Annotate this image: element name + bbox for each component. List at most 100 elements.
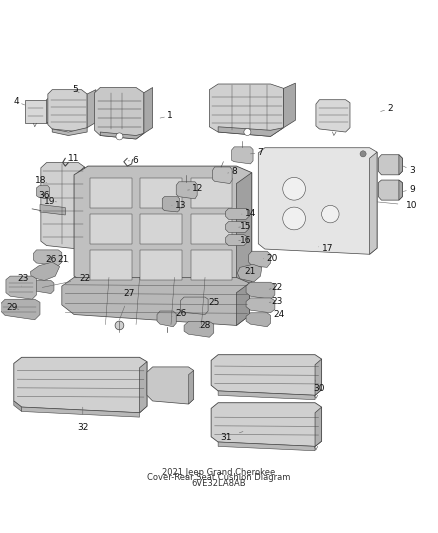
Polygon shape bbox=[141, 250, 182, 280]
Polygon shape bbox=[246, 313, 271, 327]
Text: Cover-Rear Seat Cushion Diagram: Cover-Rear Seat Cushion Diagram bbox=[147, 473, 291, 482]
Text: 30: 30 bbox=[313, 380, 324, 393]
Polygon shape bbox=[87, 90, 96, 128]
Polygon shape bbox=[316, 100, 350, 132]
Circle shape bbox=[115, 321, 124, 330]
Polygon shape bbox=[218, 442, 315, 451]
Polygon shape bbox=[226, 208, 250, 220]
Text: 12: 12 bbox=[187, 184, 204, 193]
Text: 17: 17 bbox=[318, 244, 333, 253]
Polygon shape bbox=[95, 87, 144, 139]
Polygon shape bbox=[184, 321, 214, 337]
Text: 6VE32LA8AB: 6VE32LA8AB bbox=[192, 479, 246, 488]
Text: 28: 28 bbox=[199, 321, 211, 330]
Text: 21: 21 bbox=[57, 255, 68, 264]
Polygon shape bbox=[218, 127, 284, 136]
Polygon shape bbox=[246, 282, 275, 299]
Polygon shape bbox=[52, 128, 87, 135]
Polygon shape bbox=[30, 262, 60, 280]
Polygon shape bbox=[226, 235, 247, 246]
Polygon shape bbox=[14, 357, 147, 413]
Polygon shape bbox=[141, 179, 182, 208]
Polygon shape bbox=[48, 90, 87, 132]
Polygon shape bbox=[378, 180, 403, 200]
Polygon shape bbox=[141, 214, 182, 244]
Polygon shape bbox=[249, 251, 271, 268]
Polygon shape bbox=[226, 222, 249, 232]
Polygon shape bbox=[258, 148, 377, 254]
Text: 16: 16 bbox=[239, 236, 252, 245]
Polygon shape bbox=[378, 155, 403, 175]
Polygon shape bbox=[399, 155, 403, 175]
Polygon shape bbox=[211, 354, 321, 395]
Text: 2: 2 bbox=[381, 104, 393, 113]
Text: 31: 31 bbox=[220, 432, 243, 442]
Text: 1: 1 bbox=[160, 111, 173, 120]
Polygon shape bbox=[211, 403, 321, 446]
Text: 19: 19 bbox=[44, 197, 57, 206]
Text: 6: 6 bbox=[128, 156, 138, 165]
Polygon shape bbox=[140, 362, 147, 413]
Polygon shape bbox=[90, 179, 132, 208]
Circle shape bbox=[321, 205, 339, 223]
Text: 36: 36 bbox=[39, 191, 50, 200]
Polygon shape bbox=[1, 299, 40, 320]
Text: 22: 22 bbox=[269, 283, 282, 292]
Polygon shape bbox=[176, 182, 197, 199]
Text: 7: 7 bbox=[251, 149, 263, 157]
Text: 21: 21 bbox=[245, 267, 256, 276]
Circle shape bbox=[360, 151, 366, 157]
Polygon shape bbox=[25, 100, 46, 123]
Text: 15: 15 bbox=[239, 222, 252, 231]
Text: 11: 11 bbox=[68, 154, 80, 163]
Polygon shape bbox=[46, 96, 51, 123]
Polygon shape bbox=[212, 167, 232, 183]
Polygon shape bbox=[191, 250, 232, 280]
Polygon shape bbox=[74, 166, 252, 296]
Text: 24: 24 bbox=[271, 310, 285, 319]
Text: 23: 23 bbox=[18, 274, 29, 286]
Polygon shape bbox=[284, 83, 295, 128]
Polygon shape bbox=[90, 214, 132, 244]
Polygon shape bbox=[33, 250, 62, 265]
Text: 22: 22 bbox=[42, 274, 90, 287]
Polygon shape bbox=[36, 185, 49, 199]
Text: 26: 26 bbox=[45, 255, 57, 264]
Polygon shape bbox=[29, 280, 54, 294]
Text: 8: 8 bbox=[228, 167, 237, 176]
Polygon shape bbox=[40, 205, 65, 215]
Polygon shape bbox=[191, 179, 232, 208]
Text: 4: 4 bbox=[13, 97, 25, 106]
Text: 26: 26 bbox=[172, 309, 186, 318]
Polygon shape bbox=[315, 407, 321, 446]
Text: 32: 32 bbox=[77, 407, 88, 432]
Polygon shape bbox=[237, 173, 252, 296]
Text: 20: 20 bbox=[264, 254, 278, 263]
Text: 5: 5 bbox=[72, 85, 79, 94]
Text: 9: 9 bbox=[403, 185, 415, 193]
Polygon shape bbox=[41, 163, 85, 249]
Polygon shape bbox=[162, 197, 180, 212]
Polygon shape bbox=[14, 401, 21, 411]
Polygon shape bbox=[157, 311, 176, 327]
Polygon shape bbox=[232, 147, 253, 164]
Polygon shape bbox=[100, 132, 144, 139]
Text: 14: 14 bbox=[242, 209, 256, 218]
Text: 23: 23 bbox=[269, 297, 283, 306]
Text: 3: 3 bbox=[403, 166, 415, 175]
Text: 10: 10 bbox=[377, 201, 418, 210]
Polygon shape bbox=[315, 359, 321, 395]
Polygon shape bbox=[237, 283, 250, 326]
Polygon shape bbox=[180, 297, 208, 314]
Polygon shape bbox=[188, 370, 194, 404]
Polygon shape bbox=[218, 391, 315, 400]
Polygon shape bbox=[147, 367, 194, 404]
Polygon shape bbox=[21, 407, 140, 417]
Polygon shape bbox=[370, 152, 377, 254]
Text: 2021 Jeep Grand Cherokee: 2021 Jeep Grand Cherokee bbox=[162, 468, 276, 477]
Polygon shape bbox=[62, 277, 250, 326]
Circle shape bbox=[283, 207, 305, 230]
Polygon shape bbox=[78, 167, 85, 249]
Text: 18: 18 bbox=[35, 175, 46, 184]
Polygon shape bbox=[191, 214, 232, 244]
